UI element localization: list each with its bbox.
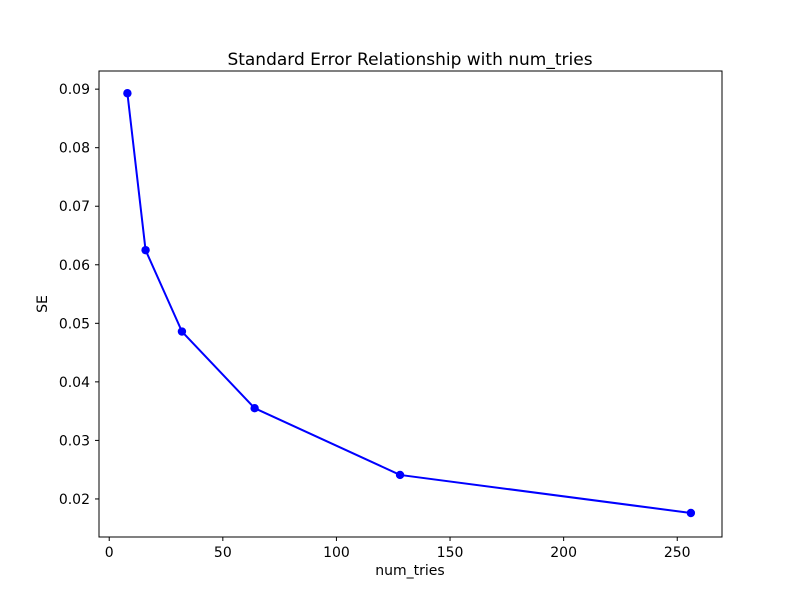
y-axis-label: SE [35, 295, 51, 313]
data-point [141, 245, 150, 255]
x-axis-label: num_tries [375, 563, 444, 579]
x-tick-label: 200 [550, 545, 577, 561]
y-tick-label: 0.02 [59, 492, 90, 508]
y-tick-label: 0.05 [59, 316, 90, 332]
chart-title: Standard Error Relationship with num_tri… [227, 50, 592, 70]
y-tick-label: 0.03 [59, 433, 90, 449]
y-tick-label: 0.06 [59, 258, 90, 274]
data-line [126, 92, 692, 514]
y-tick-label: 0.04 [59, 375, 90, 391]
data-point [395, 470, 405, 480]
axes-spines [98, 70, 723, 538]
x-tick-label: 150 [437, 545, 464, 561]
data-point [123, 89, 132, 98]
data-point [686, 508, 696, 518]
data-point [250, 404, 259, 413]
y-tick-label: 0.08 [59, 141, 90, 157]
plot-area: 0 50 100 150 200 250 0.02 0.03 0.04 0.05 0.06 0.07 0… [59, 70, 723, 561]
x-tick-label: 0 [105, 545, 114, 561]
y-tick-label: 0.07 [59, 199, 90, 215]
x-tick-label: 100 [323, 545, 350, 561]
y-tick-label: 0.09 [59, 82, 90, 98]
x-tick-label: 50 [214, 545, 232, 561]
x-tick-label: 250 [664, 545, 691, 561]
data-point [177, 327, 187, 336]
